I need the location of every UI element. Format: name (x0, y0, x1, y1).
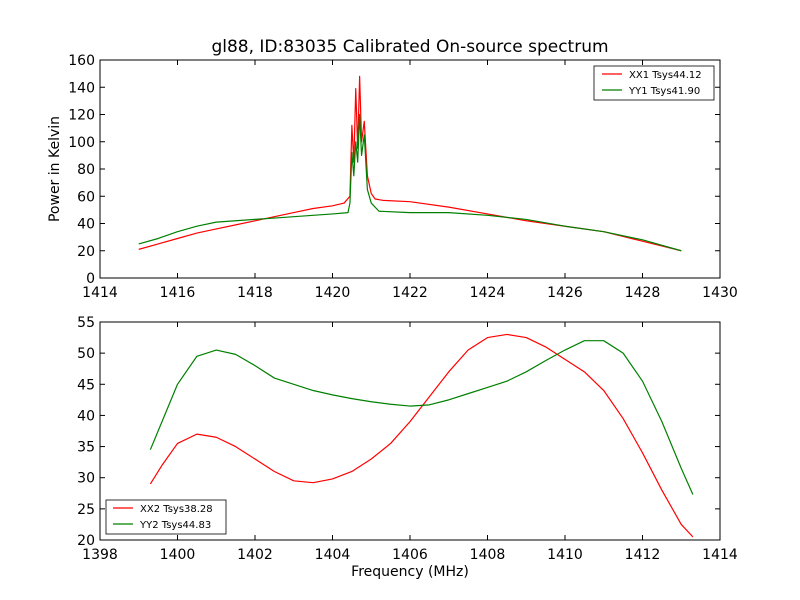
top-x-tick-label: 1426 (547, 285, 583, 301)
top-x-tick-label: 1418 (237, 285, 273, 301)
bottom-y-tick-label: 50 (77, 346, 95, 362)
bottom-x-tick-label: 1400 (160, 547, 196, 563)
bottom-y-tick-label: 40 (77, 408, 95, 424)
top-y-axis-label: Power in Kelvin (47, 116, 63, 222)
top-y-tick-label: 40 (77, 217, 95, 233)
top-series-line-1 (138, 75, 682, 252)
bottom-legend-label-yy2: YY2 Tsys44.83 (139, 520, 211, 531)
bottom-x-tick-label: 1398 (82, 547, 118, 563)
top-legend-box (593, 65, 715, 101)
bottom-x-tick-label: 1404 (315, 547, 351, 563)
top-x-tick-label: 1424 (470, 285, 506, 301)
top-x-tick-label: 1420 (315, 285, 351, 301)
top-y-tick-label: 20 (77, 244, 95, 260)
top-y-tick-label: 80 (77, 162, 95, 178)
bottom-x-tick-label: 1406 (392, 547, 428, 563)
bottom-y-tick-label: 20 (77, 533, 95, 549)
top-axis-ticks: 1414 1416 1418 1420 1422 1424 1426 1428 1430 0 20 4… (68, 53, 738, 301)
bottom-axis-ticks: 1398 1400 1402 1404 1406 1408 1410 1412 1414 20 25… (77, 315, 738, 563)
top-legend-label-yy1: YY1 Tsys41.90 (628, 86, 700, 97)
bottom-x-tick-label: 1408 (470, 547, 506, 563)
bottom-y-tick-label: 25 (77, 502, 95, 518)
bottom-legend-label-xx2: XX2 Tsys38.28 (140, 504, 213, 515)
bottom-y-tick-label: 30 (77, 471, 95, 487)
bottom-x-tick-label: 1402 (237, 547, 273, 563)
top-y-tick-label: 160 (68, 53, 95, 69)
top-y-tick-label: 0 (86, 271, 95, 287)
top-x-tick-label: 1414 (82, 285, 118, 301)
top-legend: XX1 Tsys44.12 YY1 Tsys41.90 (593, 65, 715, 101)
top-chart-title: gl88, ID:83035 Calibrated On-source spec… (211, 37, 608, 57)
top-y-tick-label: 60 (77, 189, 95, 205)
top-x-tick-label: 1428 (625, 285, 661, 301)
bottom-x-axis-label: Frequency (MHz) (351, 564, 469, 580)
top-panel: gl88, ID:83035 Calibrated On-source spec… (47, 37, 738, 301)
bottom-y-tick-label: 55 (77, 315, 95, 331)
top-y-tick-label: 120 (68, 108, 95, 124)
bottom-y-tick-label: 45 (77, 377, 95, 393)
top-x-tick-label: 1422 (392, 285, 428, 301)
top-legend-label-xx1: XX1 Tsys44.12 (629, 70, 702, 81)
bottom-series-line-2 (149, 340, 694, 495)
top-series-group (138, 75, 682, 252)
top-y-tick-label: 140 (68, 80, 95, 96)
bottom-series-line-1 (149, 333, 694, 538)
top-x-tick-label: 1416 (160, 285, 196, 301)
bottom-x-tick-label: 1414 (702, 547, 738, 563)
bottom-x-tick-label: 1410 (547, 547, 583, 563)
bottom-series-group (149, 333, 694, 538)
top-series-line-2 (138, 113, 682, 252)
bottom-y-tick-label: 35 (77, 440, 95, 456)
top-y-tick-label: 100 (68, 135, 95, 151)
bottom-panel: 1398 1400 1402 1404 1406 1408 1410 1412 1414 20 25… (77, 315, 738, 580)
top-x-tick-label: 1430 (702, 285, 738, 301)
bottom-legend: XX2 Tsys38.28 YY2 Tsys44.83 (105, 499, 227, 535)
bottom-legend-box (105, 499, 227, 535)
bottom-x-tick-label: 1412 (625, 547, 661, 563)
